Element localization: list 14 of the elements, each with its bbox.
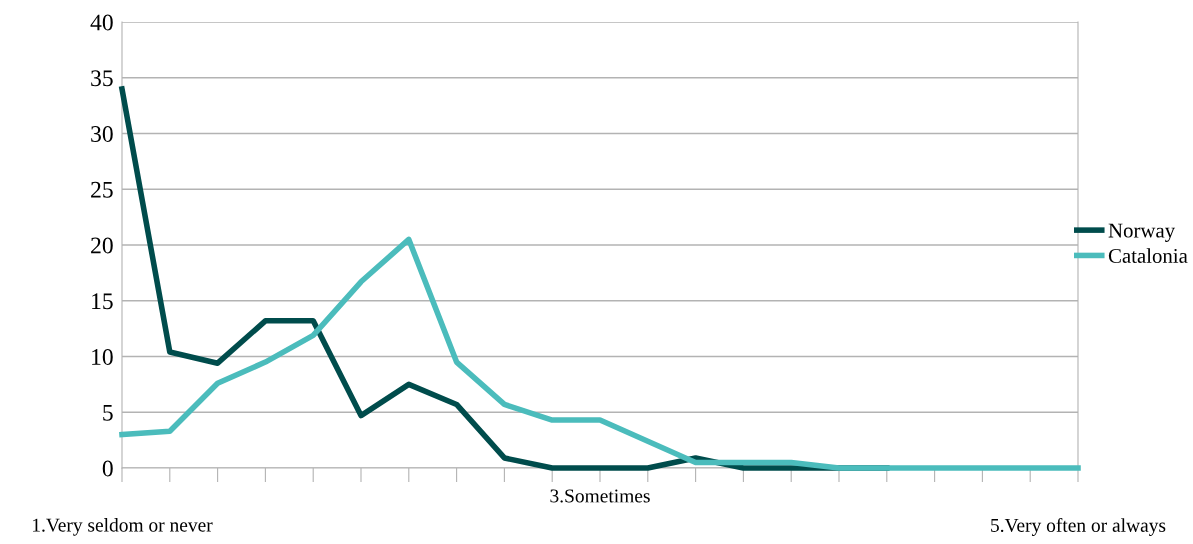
- y-tick-label: 40: [90, 14, 113, 31]
- legend-label: Norway: [1108, 223, 1176, 242]
- y-tick-label: 10: [92, 348, 113, 365]
- y-tick-label: 20: [91, 237, 113, 254]
- y-tick-label: 35: [91, 70, 113, 87]
- y-tick-label: 15: [92, 293, 113, 310]
- y-tick-label: 0: [102, 460, 113, 477]
- y-tick-label: 5: [103, 404, 113, 421]
- x-tick-label: 1.Very seldom or never: [33, 518, 213, 536]
- y-tick-label: 30: [91, 125, 113, 142]
- y-tick-label: 25: [91, 181, 113, 198]
- legend-label: Catalonia: [1108, 248, 1188, 263]
- x-tick-label: 3.Sometimes: [550, 489, 650, 503]
- x-tick-label: 5.Very often or always: [991, 518, 1166, 536]
